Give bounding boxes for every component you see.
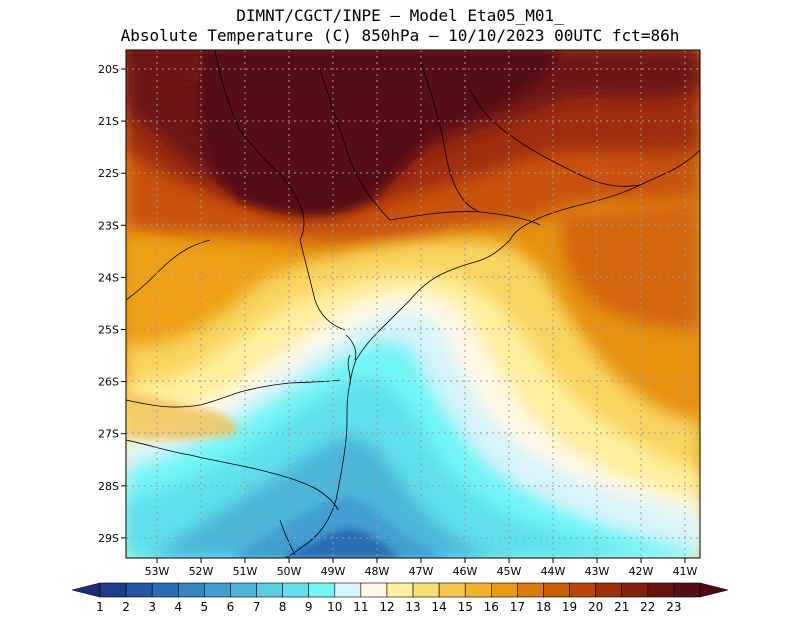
lat-label: 21S bbox=[98, 115, 119, 128]
colorbar-swatch bbox=[673, 582, 701, 598]
coastline-borders bbox=[126, 50, 700, 558]
longitude-axis: 53W 52W 51W 50W 49W 48W 47W 46W 45W 44W 43W 42W 41W bbox=[145, 558, 698, 578]
colorbar-swatch bbox=[491, 582, 518, 598]
colorbar-swatch bbox=[308, 582, 336, 598]
latitude-axis: 20S 21S 22S 23S 24S 25S 26S 27S 28S 29S bbox=[98, 63, 126, 545]
lat-label: 22S bbox=[98, 167, 119, 180]
colorbar-label: 1 bbox=[96, 600, 104, 614]
lon-label: 51W bbox=[233, 565, 258, 578]
colorbar-swatch bbox=[464, 582, 492, 598]
colorbar-swatch bbox=[621, 582, 649, 598]
lat-label: 20S bbox=[98, 63, 119, 76]
map-title-line1: DIMNT/CGCT/INPE – Model Eta05_M01_ bbox=[236, 6, 564, 25]
graticule bbox=[126, 50, 700, 558]
colorbar-label: 6 bbox=[227, 600, 235, 614]
colorbar-swatch bbox=[647, 582, 675, 598]
colorbar-swatch bbox=[569, 582, 596, 598]
lon-label: 41W bbox=[673, 565, 698, 578]
colorbar-label: 12 bbox=[379, 600, 394, 614]
lon-label: 48W bbox=[365, 565, 390, 578]
colorbar-swatch bbox=[438, 582, 466, 598]
colorbar-label: 21 bbox=[614, 600, 629, 614]
lon-label: 53W bbox=[145, 565, 170, 578]
colorbar-swatch bbox=[125, 582, 153, 598]
colorbar-swatch bbox=[230, 582, 257, 598]
lat-label: 23S bbox=[98, 219, 119, 232]
colorbar-swatch bbox=[99, 582, 127, 598]
colorbar-label: 18 bbox=[536, 600, 551, 614]
colorbar-label: 10 bbox=[327, 600, 342, 614]
colorbar-label: 13 bbox=[405, 600, 420, 614]
lon-label: 50W bbox=[277, 565, 302, 578]
lon-label: 42W bbox=[629, 565, 654, 578]
lon-label: 43W bbox=[585, 565, 610, 578]
lat-label: 24S bbox=[98, 271, 119, 284]
colorbar-swatch bbox=[543, 582, 570, 598]
colorbar-label: 23 bbox=[666, 600, 681, 614]
colorbar-swatch bbox=[412, 582, 440, 598]
colorbar-swatch bbox=[282, 582, 309, 598]
colorbar-label: 9 bbox=[305, 600, 313, 614]
lon-label: 44W bbox=[541, 565, 566, 578]
lon-label: 47W bbox=[409, 565, 434, 578]
colorbar-label: 14 bbox=[431, 600, 446, 614]
map-title-line2: Absolute Temperature (C) 850hPa – 10/10/… bbox=[120, 26, 680, 45]
lat-label: 25S bbox=[98, 324, 119, 337]
colorbar-swatch bbox=[386, 582, 414, 598]
colorbar-swatch bbox=[204, 582, 231, 598]
colorbar-swatch bbox=[334, 582, 362, 598]
lon-label: 49W bbox=[321, 565, 346, 578]
lon-label: 52W bbox=[189, 565, 214, 578]
colorbar-swatch bbox=[151, 582, 179, 598]
colorbar-label: 17 bbox=[510, 600, 525, 614]
lat-label: 26S bbox=[98, 376, 119, 389]
colorbar-label: 11 bbox=[353, 600, 368, 614]
colorbar-label: 4 bbox=[174, 600, 182, 614]
colorbar-label: 3 bbox=[148, 600, 156, 614]
lat-label: 29S bbox=[98, 532, 119, 545]
lat-label: 28S bbox=[98, 480, 119, 493]
plot-frame bbox=[125, 49, 701, 559]
colorbar-high-arrow bbox=[699, 582, 729, 598]
lon-label: 46W bbox=[453, 565, 478, 578]
lon-label: 45W bbox=[497, 565, 522, 578]
colorbar-label: 20 bbox=[588, 600, 603, 614]
colorbar-swatch bbox=[517, 582, 544, 598]
colorbar-label: 5 bbox=[201, 600, 209, 614]
colorbar-label: 2 bbox=[122, 600, 130, 614]
colorbar-low-arrow bbox=[71, 582, 101, 598]
colorbar-swatch bbox=[595, 582, 623, 598]
colorbar-label: 7 bbox=[253, 600, 261, 614]
colorbar-label: 15 bbox=[458, 600, 473, 614]
lat-label: 27S bbox=[98, 428, 119, 441]
colorbar-label: 16 bbox=[484, 600, 499, 614]
colorbar-label: 22 bbox=[640, 600, 655, 614]
colorbar-swatch bbox=[256, 582, 283, 598]
colorbar-swatch bbox=[360, 582, 388, 598]
colorbar: 1 2 3 4 5 6 7 8 9 10 11 12 13 14 15 16 17 18 19 20 21 22 23 bbox=[71, 582, 729, 614]
temperature-field bbox=[126, 50, 700, 558]
colorbar-label: 19 bbox=[562, 600, 577, 614]
colorbar-swatch bbox=[177, 582, 205, 598]
colorbar-label: 8 bbox=[279, 600, 287, 614]
